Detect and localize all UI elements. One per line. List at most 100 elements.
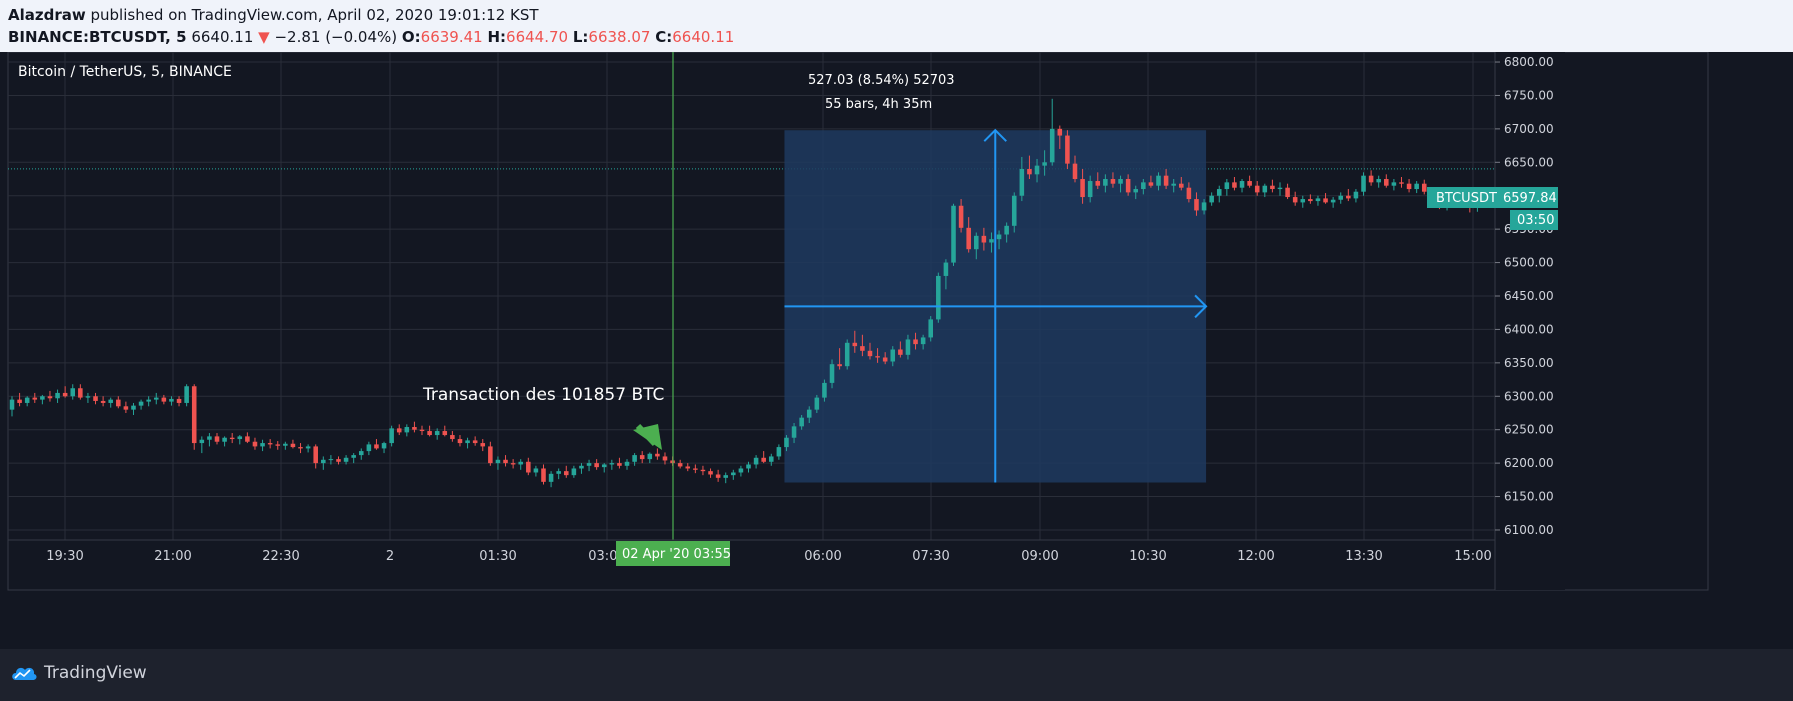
candle-body — [488, 446, 493, 464]
candle — [358, 448, 364, 460]
price-tag-countdown: 03:50 — [1517, 213, 1554, 228]
candle — [1414, 181, 1419, 194]
candle-body — [381, 443, 387, 449]
candle-body — [1346, 195, 1351, 199]
candle-body — [647, 453, 653, 460]
price-tag: BTCUSDT 6597.84 03:50 — [1427, 187, 1558, 230]
candle-body — [936, 275, 941, 320]
candle-body — [806, 409, 812, 418]
candle — [769, 453, 774, 466]
symbol-name: BINANCE:BTCUSDT, 5 — [8, 28, 187, 46]
x-tick-label: 13:30 — [1345, 549, 1382, 564]
publish-info: published on TradingView.com, April 02, … — [90, 6, 539, 24]
candle — [852, 330, 858, 353]
candle — [1156, 172, 1161, 191]
candle-body — [1216, 189, 1222, 196]
y-tick-label: 6750.00 — [1504, 88, 1554, 102]
candle — [617, 457, 622, 469]
candle — [579, 463, 584, 474]
candle — [837, 348, 842, 370]
price-axis[interactable]: 6800.006750.006700.006650.006600.006550.… — [1494, 52, 1565, 590]
candlestick-chart[interactable]: 527.03 (8.54%) 52703 55 bars, 4h 35m Bit… — [0, 51, 1793, 649]
candle-body — [1239, 181, 1245, 188]
high-label: H: — [487, 28, 507, 46]
candle-body — [472, 440, 478, 444]
candle — [533, 465, 539, 477]
price-tag-symbol: BTCUSDT — [1436, 191, 1497, 206]
candle — [624, 459, 630, 470]
measure-line-1: 527.03 (8.54%) 52703 — [808, 73, 955, 88]
candle — [1285, 183, 1290, 200]
candle-body — [305, 446, 311, 449]
candle-body — [996, 234, 1002, 240]
candle — [450, 431, 455, 442]
candle — [40, 394, 45, 405]
candle — [791, 423, 797, 444]
chart-area[interactable]: 527.03 (8.54%) 52703 55 bars, 4h 35m Bit… — [0, 51, 1793, 649]
candle — [761, 451, 766, 464]
candle — [419, 425, 425, 436]
candle-body — [237, 436, 243, 440]
candle — [199, 436, 205, 454]
candle — [1300, 195, 1306, 208]
candle-body — [1057, 128, 1063, 136]
candle-body — [442, 431, 448, 436]
candle-body — [753, 457, 759, 465]
annotation-text[interactable]: Transaction des 101857 BTC — [422, 385, 664, 405]
candle — [1087, 175, 1093, 203]
candle — [1118, 175, 1123, 193]
candle-body — [404, 427, 410, 433]
candle — [1353, 189, 1359, 203]
candle — [1232, 177, 1237, 191]
high-value: 6644.70 — [506, 28, 569, 46]
candle-body — [624, 461, 630, 466]
candle-body — [1399, 182, 1404, 184]
candle-body — [457, 439, 463, 444]
y-tick-label: 6300.00 — [1504, 389, 1554, 403]
candle — [138, 399, 144, 410]
author-name[interactable]: Alazdraw — [8, 6, 86, 24]
annotation-arrow-icon[interactable] — [633, 423, 662, 450]
candle-body — [814, 397, 820, 410]
candle — [1201, 199, 1207, 215]
candle-body — [275, 444, 281, 446]
candle-body — [1384, 179, 1389, 186]
time-axis[interactable]: 19:30 21:00 22:30 2 01:30 03:00 06:00 07:30 09:0… — [8, 539, 1495, 564]
candle-body — [715, 474, 721, 478]
candle — [70, 384, 76, 400]
candle-body — [283, 443, 288, 446]
grid-lines — [8, 52, 1495, 540]
candle — [1247, 175, 1252, 188]
candle-body — [1247, 181, 1252, 186]
candle — [442, 425, 448, 437]
candle — [974, 232, 979, 260]
candle-body — [1156, 175, 1161, 186]
candle — [1186, 182, 1192, 203]
candle-body — [1308, 199, 1313, 202]
candle — [1406, 179, 1412, 193]
tradingview-logo[interactable]: TradingView — [10, 663, 147, 683]
candle-body — [609, 463, 615, 465]
candle-body — [920, 337, 926, 345]
candle-body — [518, 461, 523, 465]
candle — [283, 441, 288, 450]
candle — [609, 459, 615, 470]
candle-body — [677, 463, 683, 467]
candle — [237, 435, 243, 445]
candle-body — [898, 349, 903, 355]
candle-body — [1285, 187, 1290, 198]
candle — [571, 465, 577, 478]
candle-body — [328, 459, 334, 461]
brand-name: TradingView — [44, 663, 147, 683]
candle-body — [252, 441, 258, 447]
candle-body — [1209, 195, 1214, 203]
y-tick-label: 6100.00 — [1504, 523, 1554, 537]
candle — [495, 456, 501, 470]
candle — [655, 448, 660, 460]
candle — [708, 468, 713, 478]
candle-body — [62, 392, 68, 397]
candle-body — [93, 396, 98, 401]
candle — [396, 424, 402, 436]
last-price: 6640.11 — [191, 28, 254, 46]
x-tick-label: 10:30 — [1129, 549, 1166, 564]
